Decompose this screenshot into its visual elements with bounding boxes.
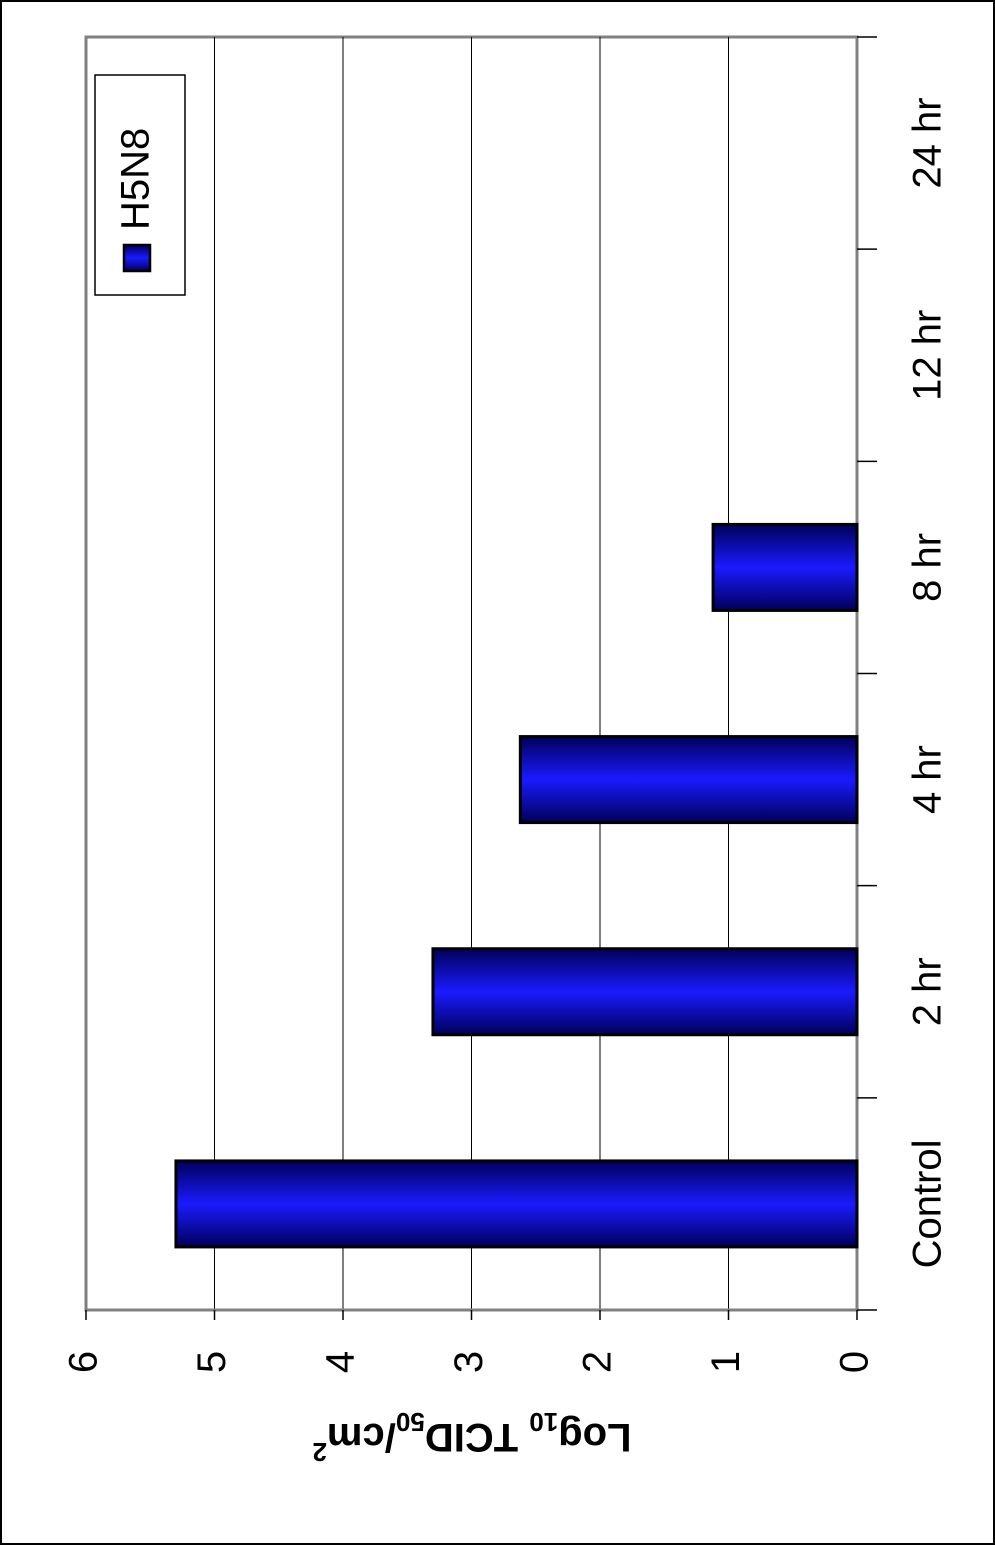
value-tick-label: 4 [319, 1351, 363, 1373]
category-label: 24 hr [906, 97, 950, 188]
bar [431, 947, 859, 1037]
category-label: 4 hr [906, 745, 950, 814]
legend-swatch [122, 243, 152, 273]
value-tick-label: 6 [62, 1351, 106, 1373]
y-axis-title-sup: 2 [313, 1437, 327, 1467]
category-label: 2 hr [906, 957, 950, 1026]
y-axis-title-sub2: 50 [396, 1407, 425, 1437]
y-axis-title-tail: /cm [327, 1415, 396, 1459]
y-axis-title-mid: TCID [425, 1415, 529, 1459]
legend-label: H5N8 [114, 128, 158, 230]
category-label: Control [906, 1139, 950, 1268]
value-tick-label: 1 [704, 1351, 748, 1373]
value-tick-label: 3 [447, 1351, 491, 1373]
bar [711, 522, 859, 612]
bar [174, 1159, 859, 1249]
y-axis-title-main: Log [558, 1415, 631, 1459]
bar [518, 735, 859, 825]
category-label: 12 hr [906, 310, 950, 401]
y-axis-title: Log10 TCID50/cm2 [313, 1407, 632, 1467]
legend: H5N8 [94, 74, 186, 296]
y-axis-title-sub1: 10 [529, 1407, 558, 1437]
value-tick-label: 0 [833, 1351, 877, 1373]
plot-area: 0 1 2 3 4 5 6 Control 2 hr 4 hr 8 hr 12 hr 24 hr [62, 35, 950, 1373]
value-tick-label: 2 [576, 1351, 620, 1373]
value-tick-label: 5 [190, 1351, 234, 1373]
category-label: 8 hr [906, 533, 950, 602]
